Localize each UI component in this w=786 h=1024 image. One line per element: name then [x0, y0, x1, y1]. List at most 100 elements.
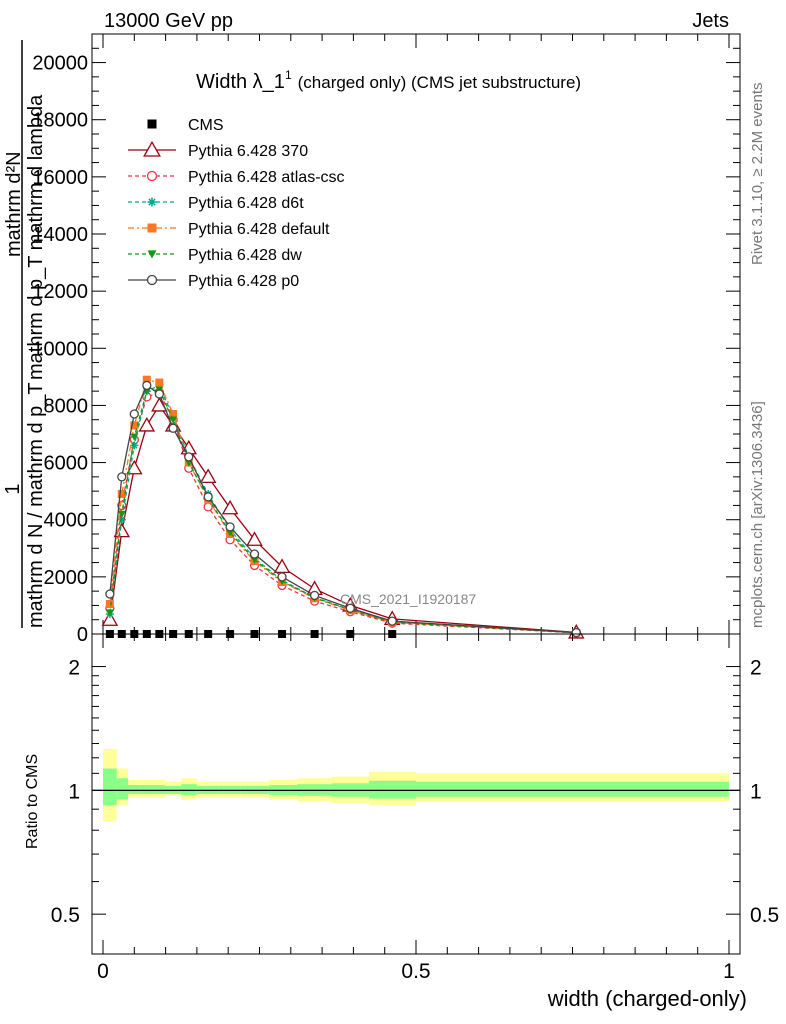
data-point-pythia-6-428-370	[101, 611, 119, 626]
stat-uncertainty-band	[128, 785, 141, 794]
data-point-pythia-6-428-dw	[117, 510, 126, 518]
legend-label: Pythia 6.428 370	[188, 143, 308, 160]
legend-marker	[146, 274, 158, 286]
data-point-pythia-6-428-dw	[250, 556, 259, 564]
legend-marker	[147, 223, 157, 233]
data-point-pythia-6-428-370	[138, 416, 156, 432]
data-point-pythia-6-428-dw	[105, 609, 114, 617]
data-point-pythia-6-428-p0	[117, 472, 127, 482]
data-point-pythia-6-428-370	[221, 499, 239, 515]
main-y-axis-label: 1 mathrm d N / mathrm d p_T mathrm d²N m…	[2, 40, 47, 628]
data-point-pythia-6-428-dw	[169, 416, 178, 424]
ratio-y-tick-label: 0.5	[51, 904, 80, 927]
ratio-y-tick-label-right: 0.5	[750, 904, 779, 927]
data-point-pythia-6-428-p0	[203, 492, 213, 502]
stat-uncertainty-band	[116, 778, 129, 800]
main-y-tick-label: 0	[77, 624, 88, 646]
data-point-pythia-6-428-p0	[571, 627, 581, 638]
data-point-pythia-6-428-p0	[105, 589, 115, 599]
data-point-pythia-6-428-p0	[142, 380, 152, 391]
data-point-pythia-6-428-p0	[309, 590, 320, 601]
legend-label: Pythia 6.428 default	[188, 221, 330, 238]
chart-title: Width λ_11 (charged only) (CMS jet substr…	[196, 68, 581, 93]
legend-marker	[143, 140, 161, 157]
data-point-pythia-6-428-p0	[129, 409, 139, 419]
stat-uncertainty-band	[103, 768, 117, 806]
x-tick-label: 0.5	[401, 960, 430, 983]
main-y-tick-label: 2000	[44, 567, 89, 589]
legend-label: Pythia 6.428 d6t	[188, 195, 304, 212]
x-tick-label: 1	[723, 960, 735, 983]
stat-uncertainty-band	[153, 785, 166, 794]
data-point-pythia-6-428-p0	[184, 452, 194, 462]
data-point-pythia-6-428-p0	[168, 423, 178, 433]
data-point-pythia-6-428-370	[199, 468, 217, 484]
data-point-pythia-6-428-p0	[387, 616, 397, 626]
legend-marker	[146, 170, 158, 182]
data-point-pythia-6-428-default	[130, 421, 139, 430]
main-y-tick-label: 4000	[44, 510, 89, 532]
data-point-pythia-6-428-p0	[154, 389, 164, 399]
legend-label: Pythia 6.428 atlas-csc	[188, 169, 345, 186]
ratio-y-tick-label-right: 1	[750, 780, 762, 803]
x-axis-label: width (charged-only)	[547, 986, 747, 1011]
stat-uncertainty-band	[416, 781, 729, 797]
data-point-pythia-6-428-dw	[130, 433, 139, 441]
data-point-pythia-6-428-dw	[226, 529, 235, 537]
data-point-pythia-6-428-p0	[277, 572, 287, 582]
x-tick-label: 0	[97, 960, 109, 983]
data-point-pythia-6-428-default	[117, 490, 126, 498]
y-label-fraction-numerator: 1	[2, 483, 24, 494]
data-point-pythia-6-428-p0	[225, 522, 235, 532]
stat-uncertainty-band	[369, 780, 416, 799]
ratio-y-tick-label: 1	[68, 780, 80, 803]
main-y-tick-label: 18000	[32, 110, 88, 132]
series-pythia-6-428-p0	[105, 380, 581, 638]
data-point-pythia-6-428-d6t	[117, 515, 126, 524]
data-point-pythia-6-428-370	[246, 531, 263, 546]
legend-marker	[147, 119, 157, 129]
mcplots-label: mcplots.cern.ch [arXiv:1306.3436]	[749, 401, 766, 628]
rivet-version-label: Rivet 3.1.10, ≥ 2.2M events	[749, 83, 766, 266]
y-label-denominator: mathrm d p_T mathrm d lambda	[25, 94, 47, 380]
data-point-pythia-6-428-p0	[345, 603, 355, 613]
ratio-plot-frame	[91, 633, 741, 955]
ratio-plot-panel: 0.5 0.5 1 1 2 2 0 0.5 1 Ratio to CMS width (char…	[24, 633, 779, 1011]
data-point-pythia-6-428-370	[151, 396, 168, 412]
main-y-tick-label: 12000	[32, 281, 88, 303]
ratio-bands-layer	[92, 749, 740, 822]
legend-entry-pythia-6-428-d6t: Pythia 6.428 d6t	[128, 195, 304, 212]
data-point-pythia-6-428-default	[105, 600, 114, 608]
ratio-y-tick-label: 2	[68, 657, 80, 680]
main-y-ticks: 0 2000 4000 6000 8000 10000 12000 14000 16000 180…	[32, 33, 740, 646]
ratio-ticks: 0.5 0.5 1 1 2 2 0 0.5 1	[51, 634, 779, 983]
main-y-tick-label: 16000	[32, 167, 88, 189]
legend-label: CMS	[188, 117, 224, 134]
legend-entry-pythia-6-428-dw: Pythia 6.428 dw	[128, 247, 302, 264]
data-point-pythia-6-428-default	[142, 375, 151, 384]
legend-entry-pythia-6-428-p0: Pythia 6.428 p0	[128, 273, 299, 290]
stat-uncertainty-band	[181, 784, 197, 795]
data-point-pythia-6-428-p0	[249, 549, 260, 559]
data-point-pythia-6-428-d6t	[130, 441, 139, 450]
legend-marker	[147, 250, 157, 259]
energy-label: 13000 GeV pp	[104, 10, 233, 32]
main-y-tick-label: 6000	[44, 453, 89, 475]
legend-label: Pythia 6.428 dw	[188, 247, 302, 264]
main-plot-panel: 0 2000 4000 6000 8000 10000 12000 14000 16000 180…	[2, 33, 741, 646]
analysis-tag: CMS_2021_I1920187	[340, 591, 476, 607]
legend-entry-cms: CMS	[147, 117, 224, 134]
stat-uncertainty-band	[140, 785, 154, 794]
legend-entry-pythia-6-428-atlas-csc: Pythia 6.428 atlas-csc	[128, 169, 345, 186]
y-label-numerator: mathrm d²N	[3, 151, 25, 257]
process-label: Jets	[692, 10, 729, 32]
legend-entry-pythia-6-428-default: Pythia 6.428 default	[128, 221, 330, 238]
main-y-tick-label: 10000	[32, 338, 88, 360]
legend-label: Pythia 6.428 p0	[188, 273, 299, 290]
data-point-pythia-6-428-default	[155, 378, 164, 387]
legend-entry-pythia-6-428-370: Pythia 6.428 370	[128, 140, 308, 160]
legend-marker	[147, 197, 157, 207]
main-y-tick-label: 14000	[32, 224, 88, 246]
main-y-tick-label: 20000	[32, 53, 88, 75]
